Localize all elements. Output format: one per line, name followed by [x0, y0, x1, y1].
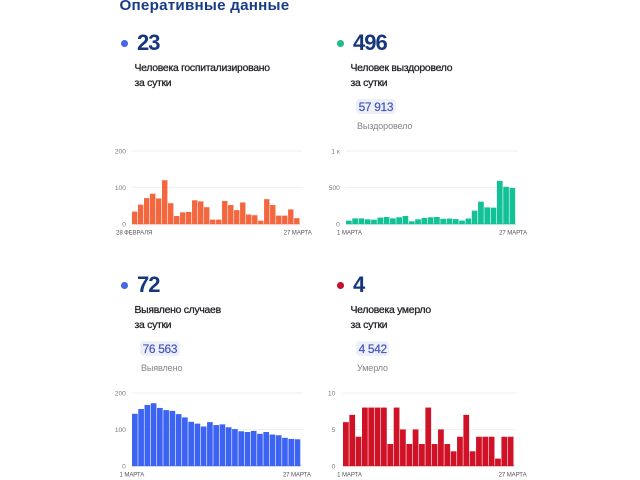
svg-text:1 МАРТА: 1 МАРТА [120, 472, 146, 479]
svg-text:0: 0 [336, 222, 340, 229]
svg-text:1 МАРТА: 1 МАРТА [337, 230, 363, 237]
svg-text:27 МАРТА: 27 МАРТА [284, 230, 313, 237]
svg-text:1 к: 1 к [332, 149, 340, 156]
svg-text:0: 0 [332, 464, 336, 471]
svg-text:10: 10 [328, 391, 336, 398]
svg-text:5: 5 [332, 427, 336, 434]
svg-text:200: 200 [115, 149, 126, 156]
svg-text:28 ФЕВРАЛЯ: 28 ФЕВРАЛЯ [116, 230, 152, 237]
svg-text:100: 100 [115, 185, 126, 192]
svg-text:500: 500 [329, 185, 340, 192]
svg-text:100: 100 [115, 427, 126, 434]
svg-text:27 МАРТА: 27 МАРТА [499, 472, 528, 479]
svg-text:1 МАРТА: 1 МАРТА [337, 472, 363, 479]
svg-text:200: 200 [115, 391, 126, 398]
svg-text:0: 0 [122, 222, 126, 229]
svg-text:27 МАРТА: 27 МАРТА [499, 230, 528, 237]
svg-text:27 МАРТА: 27 МАРТА [283, 472, 312, 479]
svg-text:0: 0 [122, 464, 126, 471]
